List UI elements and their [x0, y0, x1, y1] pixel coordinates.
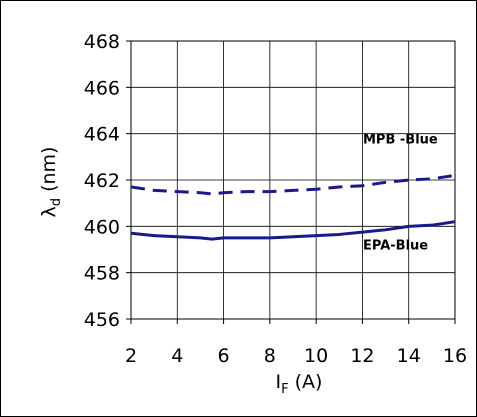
x-axis-label-sub: F	[281, 382, 288, 397]
series-label-1: MPB -Blue	[363, 132, 438, 147]
y-tick-label: 460	[84, 216, 120, 238]
y-axis-label: λd (nm)	[38, 147, 64, 218]
y-tick-label: 468	[84, 31, 120, 53]
x-tick-label: 2	[125, 345, 137, 367]
x-tick-label: 4	[171, 345, 183, 367]
x-tick-label: 10	[304, 345, 328, 367]
x-axis-ticks: 2 4 6 8 10 12 14 16	[125, 319, 467, 367]
x-tick-label: 8	[264, 345, 276, 367]
y-axis-label-sub: d	[49, 198, 64, 206]
series-line-1	[130, 173, 456, 196]
x-tick-label: 16	[443, 345, 467, 367]
y-tick-label: 466	[84, 77, 120, 99]
series-lines	[130, 173, 456, 241]
y-tick-label: 462	[84, 170, 120, 192]
x-tick-label: 14	[397, 345, 421, 367]
x-axis-label-unit: (A)	[289, 371, 323, 393]
y-axis-label-unit: (nm)	[38, 147, 60, 198]
y-axis-ticks: 456 458 460 462 464 466 468	[84, 31, 131, 331]
x-tick-label: 6	[218, 345, 230, 367]
x-axis-label-main: I	[276, 371, 282, 393]
series-labels: MPB -Blue EPA-Blue	[363, 132, 438, 253]
x-axis-label: IF (A)	[276, 371, 323, 397]
series-label-2: EPA-Blue	[363, 239, 428, 254]
y-tick-label: 456	[84, 309, 120, 331]
y-axis-label-main: λ	[38, 206, 60, 217]
x-tick-label: 12	[350, 345, 374, 367]
series-line-2	[130, 220, 456, 241]
y-tick-label: 458	[84, 263, 120, 285]
y-tick-label: 464	[84, 124, 120, 146]
